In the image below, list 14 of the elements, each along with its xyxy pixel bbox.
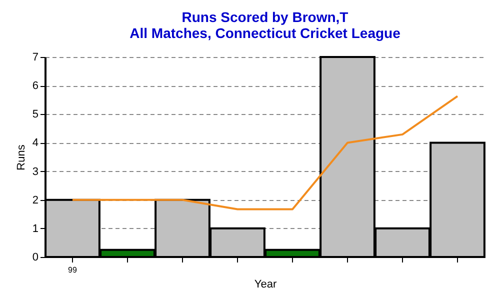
chart-title: Runs Scored by Brown,T bbox=[182, 9, 349, 25]
y-tick-label: 1 bbox=[32, 222, 38, 235]
y-tick-label: 5 bbox=[32, 108, 38, 121]
y-tick-label: 3 bbox=[32, 166, 38, 178]
x-tick-label: 99 bbox=[68, 266, 78, 274]
y-tick-label: 0 bbox=[32, 252, 38, 264]
chart-subtitle: All Matches, Connecticut Cricket League bbox=[130, 25, 401, 41]
x-axis-title: Year bbox=[254, 278, 277, 290]
y-tick-label: 6 bbox=[32, 80, 38, 92]
y-axis-title: Runs bbox=[15, 144, 28, 170]
y-tick-label: 4 bbox=[32, 137, 38, 150]
y-tick-label: 7 bbox=[32, 52, 38, 64]
y-tick-label: 2 bbox=[32, 194, 38, 206]
line-series bbox=[72, 95, 458, 210]
